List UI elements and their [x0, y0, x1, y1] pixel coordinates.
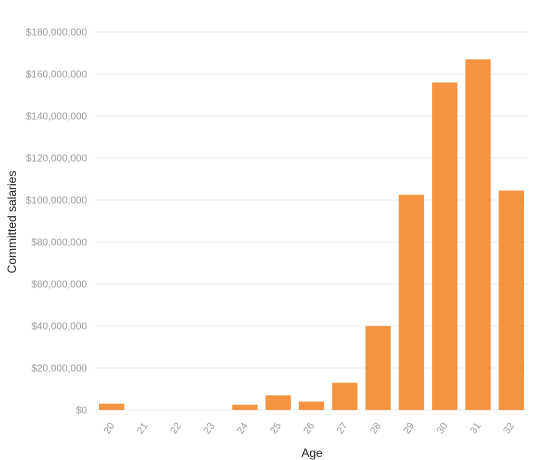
bar-age-29[interactable] — [398, 194, 425, 410]
x-tick-label: 23 — [202, 420, 218, 436]
x-axis-title: Age — [301, 446, 323, 460]
bar-age-25[interactable] — [265, 395, 291, 410]
bar-age-27[interactable] — [332, 382, 358, 410]
y-tick-label: $80,000,000 — [31, 238, 87, 249]
bar-age-31[interactable] — [465, 59, 491, 411]
bar-age-30[interactable] — [432, 82, 458, 411]
x-tick-label: 26 — [302, 420, 318, 436]
bar-age-32[interactable] — [498, 190, 524, 410]
bar-age-26[interactable] — [298, 401, 325, 410]
bar-age-28[interactable] — [365, 326, 391, 410]
y-tick-label: $120,000,000 — [26, 154, 88, 165]
y-tick-label: $180,000,000 — [26, 28, 88, 39]
y-tick-label: $60,000,000 — [31, 280, 87, 291]
x-tick-label: 31 — [468, 420, 484, 436]
y-tick-label: $160,000,000 — [26, 70, 88, 81]
y-tick-label: $140,000,000 — [26, 112, 88, 123]
x-tick-label: 32 — [502, 420, 518, 436]
x-tick-label: 20 — [102, 420, 118, 436]
x-tick-label: 29 — [402, 420, 418, 436]
x-tick-label: 30 — [435, 420, 451, 436]
x-axis-ticks: 20 21 22 23 24 25 26 27 28 29 30 31 32 — [102, 420, 517, 436]
x-tick-label: 27 — [335, 420, 351, 436]
bar-age-20[interactable] — [99, 403, 125, 410]
x-tick-label: 21 — [135, 420, 151, 436]
x-tick-label: 24 — [235, 420, 251, 436]
x-tick-label: 28 — [368, 420, 384, 436]
x-tick-label: 25 — [268, 420, 284, 436]
y-axis-ticks: $0 $20,000,000 $40,000,000 $60,000,000 $80,0… — [26, 28, 88, 417]
y-tick-label: $0 — [76, 406, 88, 417]
bars — [99, 59, 524, 411]
y-tick-label: $20,000,000 — [31, 364, 87, 375]
y-tick-label: $40,000,000 — [31, 322, 87, 333]
y-axis-title: Committed salaries — [5, 171, 19, 274]
bar-age-24[interactable] — [232, 404, 258, 410]
y-tick-label: $100,000,000 — [26, 196, 88, 207]
gridlines — [95, 31, 528, 411]
x-tick-label: 22 — [169, 420, 185, 436]
